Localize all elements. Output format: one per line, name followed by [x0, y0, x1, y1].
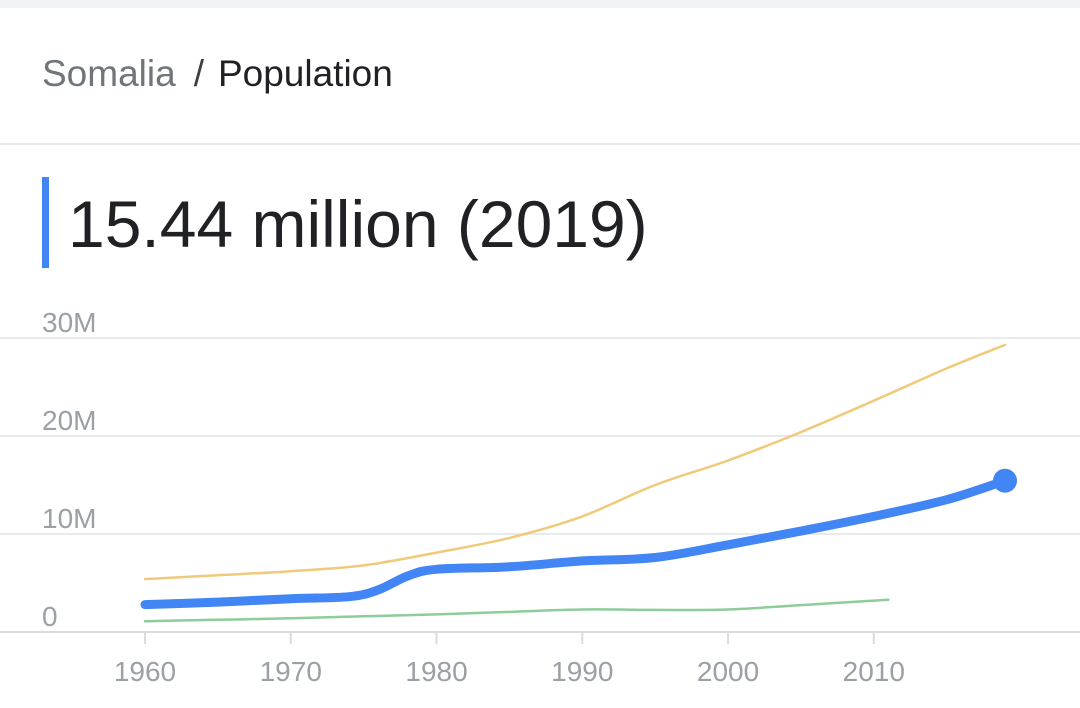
x-axis: 1960 1970 1980 1990 2000 2010 — [114, 632, 905, 687]
y-tick-label: 10M — [42, 503, 96, 534]
divider — [0, 143, 1080, 145]
breadcrumb-current: Population — [217, 53, 393, 94]
breadcrumb: Somalia / Population — [42, 52, 393, 96]
y-axis: 0 10M 20M 30M — [42, 307, 96, 632]
y-tick-label: 0 — [42, 601, 58, 632]
chart-series — [140, 343, 1017, 623]
population-chart[interactable]: 0 10M 20M 30M 1960 1970 1980 1990 2000 2010 — [0, 300, 1080, 700]
series-line-comparison-1 — [143, 598, 890, 623]
series-line-comparison-0 — [143, 343, 1007, 581]
breadcrumb-separator: / — [193, 53, 204, 94]
value-accent-bar — [42, 177, 49, 268]
x-tick-label: 1970 — [260, 656, 322, 687]
x-tick-label: 1980 — [405, 656, 467, 687]
breadcrumb-parent-link[interactable]: Somalia — [42, 53, 176, 94]
latest-value-marker[interactable] — [993, 468, 1017, 493]
headline-value: 15.44 million (2019) — [68, 187, 648, 261]
y-tick-label: 30M — [42, 307, 96, 338]
x-tick-label: 1960 — [114, 656, 176, 687]
x-tick-label: 2000 — [697, 656, 759, 687]
top-strip — [0, 0, 1080, 8]
chart-grid — [0, 337, 1080, 633]
x-tick-label: 2010 — [843, 656, 905, 687]
y-tick-label: 20M — [42, 405, 96, 436]
x-tick-label: 1990 — [551, 656, 613, 687]
series-line-primary — [140, 476, 1010, 610]
